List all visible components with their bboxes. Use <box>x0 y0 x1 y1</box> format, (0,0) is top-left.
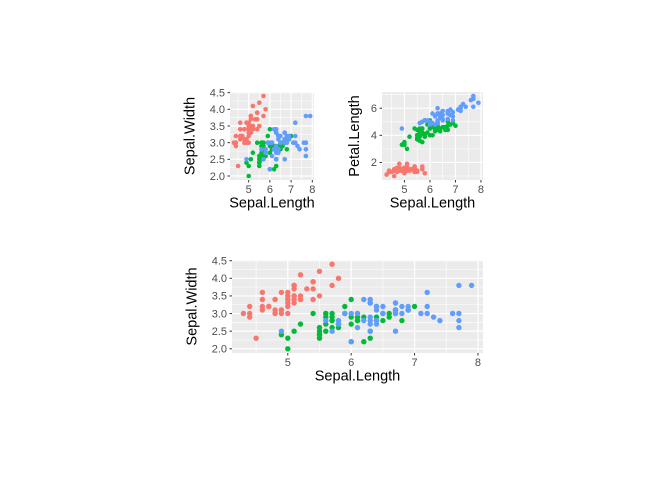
y-tick-label: 2.0 <box>212 344 227 356</box>
data-points <box>240 261 475 352</box>
x-tick-label: 7 <box>452 184 458 196</box>
x-axis: 5 6 7 8 <box>285 353 481 369</box>
x-tick-label: 7 <box>288 184 294 196</box>
y-tick-label: 2.0 <box>210 171 225 183</box>
y-tick-label: 3.5 <box>210 121 225 133</box>
y-tick-label: 2 <box>371 157 377 169</box>
x-axis: 5 6 7 8 <box>246 180 315 196</box>
y-axis: 2 4 6 <box>371 103 382 169</box>
x-tick-label: 5 <box>285 357 291 369</box>
y-tick-label: 2.5 <box>212 326 227 338</box>
x-tick-label: 8 <box>475 357 481 369</box>
x-axis-title: Sepal.Length <box>390 196 475 212</box>
y-axis-title: Sepal.Width <box>184 267 200 345</box>
y-tick-label: 4.0 <box>212 273 227 285</box>
y-axis: 2.0 2.5 3.0 3.5 4.0 4.5 <box>212 256 232 356</box>
series-red <box>384 161 428 179</box>
plot-sepal-width-vs-sepal-length-top-left: 5 6 7 8 2.0 2.5 3.0 3.5 4.0 4.5 Sepal.Length Sepal.… <box>182 87 315 211</box>
data-points <box>384 93 481 179</box>
y-tick-label: 3.5 <box>212 291 227 303</box>
x-axis-title: Sepal.Length <box>229 196 314 212</box>
plot-sepal-width-vs-sepal-length-bottom: 5 6 7 8 2.0 2.5 3.0 3.5 4.0 4.5 Sepal.Length Sepal.… <box>184 256 483 385</box>
y-tick-label: 4.5 <box>210 87 225 99</box>
series-blue <box>399 93 481 131</box>
x-tick-label: 8 <box>478 184 484 196</box>
y-tick-label: 4.5 <box>212 256 227 268</box>
x-tick-label: 6 <box>427 184 433 196</box>
y-axis-title: Petal.Length <box>347 95 363 176</box>
y-axis: 2.0 2.5 3.0 3.5 4.0 4.5 <box>210 87 230 183</box>
y-tick-label: 4.0 <box>210 104 225 116</box>
x-tick-label: 7 <box>411 357 417 369</box>
x-tick-label: 5 <box>246 184 252 196</box>
x-tick-label: 5 <box>401 184 407 196</box>
x-axis-title: Sepal.Length <box>315 369 400 385</box>
gridlines <box>382 92 483 180</box>
series-blue <box>244 113 313 172</box>
y-tick-label: 2.5 <box>210 154 225 166</box>
series-red <box>240 261 342 341</box>
y-axis-title: Sepal.Width <box>182 97 198 175</box>
y-tick-label: 3.0 <box>210 137 225 149</box>
y-tick-label: 4 <box>371 130 377 142</box>
y-tick-label: 6 <box>371 103 377 115</box>
panel-background <box>232 260 483 353</box>
data-points <box>231 93 313 179</box>
series-red <box>231 93 268 169</box>
x-axis: 5 6 7 8 <box>401 180 484 196</box>
series-blue <box>278 282 475 345</box>
x-tick-label: 6 <box>348 357 354 369</box>
x-tick-label: 8 <box>309 184 315 196</box>
x-tick-label: 6 <box>267 184 273 196</box>
series-green <box>399 118 458 152</box>
y-tick-label: 3.0 <box>212 308 227 320</box>
